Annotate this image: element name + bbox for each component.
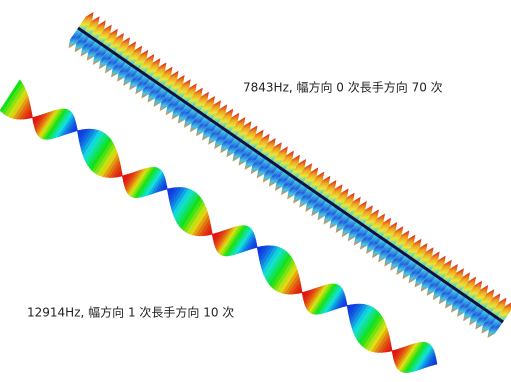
page: 7843Hz, 幅方向 0 次長手方向 70 次 12914Hz, 幅方向 1 …: [0, 0, 511, 382]
mode-shapes: 7843Hz, 幅方向 0 次長手方向 70 次 12914Hz, 幅方向 1 …: [0, 0, 511, 382]
mode-label: 12914Hz, 幅方向 1 次長手方向 10 次: [27, 305, 234, 320]
mode-label: 7843Hz, 幅方向 0 次長手方向 70 次: [243, 80, 443, 95]
